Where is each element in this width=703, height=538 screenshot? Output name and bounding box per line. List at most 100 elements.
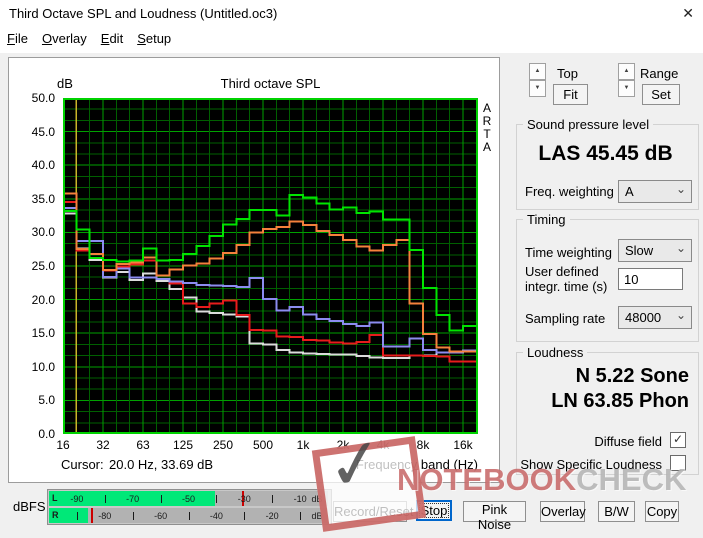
- diffuse-field-checkbox[interactable]: ✓: [670, 432, 686, 448]
- range-label: Range: [640, 66, 679, 81]
- chevron-down-icon: ⌄: [675, 308, 686, 322]
- meter-tick-mark: [104, 495, 106, 503]
- loudness-phon-value: LN 63.85 Phon: [551, 390, 689, 412]
- menu-item-overlay[interactable]: Overlay: [41, 31, 87, 46]
- y-tick-label: 25.0: [31, 259, 55, 273]
- meter-row-R: R -80 -60 -40 -20 dB: [49, 508, 328, 523]
- spl-plot[interactable]: [63, 98, 478, 434]
- x-tick-label: 16k: [453, 438, 473, 452]
- meter-fill-L: [49, 491, 215, 506]
- loudness-group-label: Loudness: [523, 345, 588, 360]
- y-tick-label: 10.0: [31, 359, 55, 374]
- chevron-down-icon: ⌄: [675, 182, 686, 196]
- copy-button[interactable]: Copy: [645, 501, 679, 522]
- y-tick-label: 30.0: [31, 225, 55, 240]
- meter-db-unit: dB: [311, 511, 323, 521]
- orange-trace: [63, 192, 478, 353]
- timing-group: Timing Time weighting Slow ⌄ User define…: [516, 212, 699, 342]
- meter-scale-label: -50: [181, 494, 196, 504]
- x-tick-label: 500: [252, 438, 274, 452]
- freq-weighting-label: Freq. weighting: [525, 184, 614, 199]
- top-spin-down-icon[interactable]: ▼: [529, 80, 546, 97]
- y-tick-label: 45.0: [31, 124, 55, 139]
- meter-db-unit: dB: [311, 494, 323, 504]
- arta-letter: A: [482, 140, 491, 154]
- meter-scale-label: -20: [265, 511, 279, 521]
- x-tick-label: 125: [172, 438, 194, 452]
- meter-scale-label: -10: [293, 494, 307, 504]
- integr-time-label-line1: User defined: [525, 264, 599, 279]
- fit-button[interactable]: Fit: [553, 84, 588, 105]
- y-tick-label: 5.0: [38, 393, 55, 408]
- check-mark-icon: ✓: [322, 423, 390, 507]
- loudness-sone-value: N 5.22 Sone: [575, 365, 689, 387]
- timing-group-label: Timing: [523, 212, 570, 227]
- meter-row-L: L -90 -70 -50 -30 -10 dB: [49, 491, 328, 506]
- notebookcheck-watermark-text: NOTEBOOKCHECK: [397, 462, 686, 498]
- chart-title: Third octave SPL: [220, 76, 321, 91]
- diffuse-field-label: Diffuse field: [594, 434, 662, 449]
- meter-tick-mark: [160, 495, 162, 503]
- green-trace: [63, 193, 478, 332]
- title-bar: Third Octave SPL and Loudness (Untitled.…: [0, 0, 703, 27]
- y-tick-label: 0.0: [38, 427, 55, 441]
- b-w-button[interactable]: B/W: [598, 501, 635, 522]
- meter-unit-label: dBFS: [13, 499, 46, 514]
- y-tick-label: 35.0: [31, 191, 55, 206]
- x-tick-label: 32: [96, 438, 110, 452]
- y-tick-label: 50.0: [31, 91, 55, 105]
- meter-tick-mark: [132, 512, 134, 520]
- x-tick-label: 8k: [416, 438, 430, 452]
- x-tick-label: 1k: [296, 438, 310, 452]
- meter-scale-label: -40: [209, 511, 223, 521]
- top-label: Top: [557, 66, 578, 81]
- y-tick-label: 20.0: [31, 292, 55, 307]
- menu-item-edit[interactable]: Edit: [100, 31, 124, 46]
- integr-time-input[interactable]: [618, 268, 683, 290]
- time-weighting-select[interactable]: Slow ⌄: [618, 239, 692, 262]
- x-tick-label: 250: [212, 438, 234, 452]
- freq-weighting-select[interactable]: A ⌄: [618, 180, 692, 203]
- meter-scale-label: -30: [237, 494, 251, 504]
- sampling-rate-label: Sampling rate: [525, 311, 606, 326]
- blue-trace: [63, 207, 478, 354]
- arta-letter: T: [483, 127, 491, 141]
- meter-fill-R: [49, 508, 89, 523]
- show-specific-loudness-checkbox[interactable]: [670, 455, 686, 471]
- show-specific-loudness-label: Show Specific Loudness: [520, 457, 662, 472]
- watermark-check-text: CHECK: [576, 462, 687, 497]
- time-weighting-label: Time weighting: [525, 245, 612, 260]
- overlay-button[interactable]: Overlay: [540, 501, 586, 522]
- menu-item-file[interactable]: File: [7, 31, 28, 46]
- input-level-meter: L -90 -70 -50 -30 -10 dB R -80 -60 -40 -20 dB: [47, 489, 332, 525]
- integr-time-label-line2: integr. time (s): [525, 279, 608, 294]
- cursor-readout-value: 20.0 Hz, 33.69 dB: [109, 457, 214, 472]
- arta-letter: R: [482, 114, 492, 128]
- arta-letter: A: [482, 101, 491, 115]
- spl-group: Sound pressure level LAS 45.45 dB Freq. …: [516, 117, 699, 210]
- meter-peak-L: [241, 491, 244, 506]
- menu-bar: File Overlay Edit Setup: [0, 27, 703, 54]
- pink-noise-button[interactable]: Pink Noise: [463, 501, 526, 532]
- sampling-rate-select[interactable]: 48000 ⌄: [618, 306, 692, 329]
- meter-scale-label: -90: [70, 494, 84, 504]
- cursor-readout-label: Cursor:: [61, 457, 104, 472]
- meter-scale-label: -80: [98, 511, 112, 521]
- range-spin-down-icon[interactable]: ▼: [618, 80, 635, 97]
- x-tick-label: 16: [56, 438, 70, 452]
- meter-channel-label: R: [52, 510, 59, 520]
- range-spinner: ▲ ▼: [618, 63, 635, 97]
- meter-scale-label: -60: [154, 511, 168, 521]
- meter-tick-mark: [300, 512, 302, 520]
- meter-tick-mark: [76, 512, 78, 520]
- y-axis-unit-label: dB: [57, 76, 73, 91]
- menu-item-setup[interactable]: Setup: [137, 31, 172, 46]
- top-spin-up-icon[interactable]: ▲: [529, 63, 546, 80]
- close-icon[interactable]: ✕: [682, 5, 694, 21]
- range-spin-up-icon[interactable]: ▲: [618, 63, 635, 80]
- meter-channel-label: L: [52, 493, 58, 503]
- loudness-group: Loudness N 5.22 Sone LN 63.85 Phon Diffu…: [516, 345, 699, 475]
- y-tick-label: 15.0: [31, 326, 55, 341]
- set-button[interactable]: Set: [642, 84, 680, 105]
- meter-tick-mark: [272, 495, 274, 503]
